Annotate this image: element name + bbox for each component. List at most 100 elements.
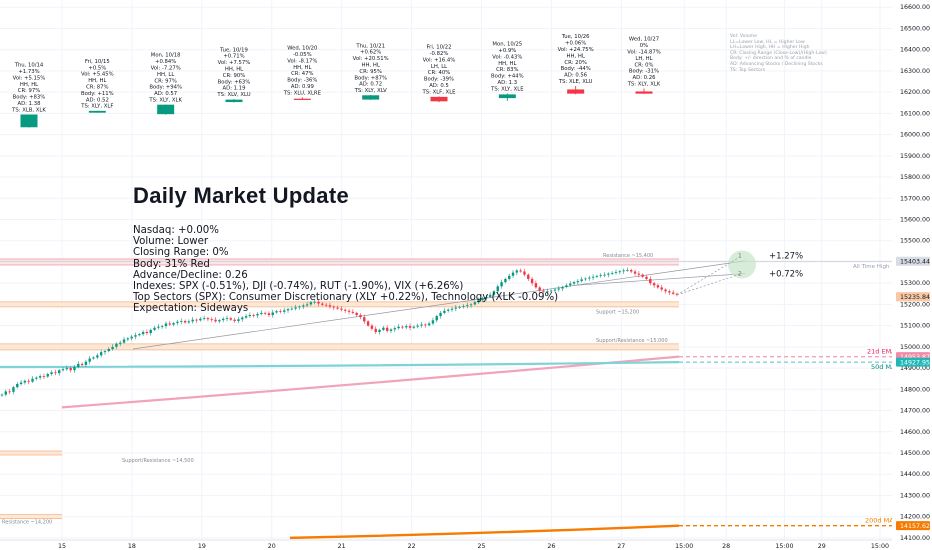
intraday-candle [549,290,553,292]
price-tick-label: 16500.00 [900,25,930,32]
intraday-candle [405,326,408,328]
intraday-candle [496,286,499,292]
intraday-candle [393,328,396,330]
daily-stat-line: HH, HL [225,66,243,72]
intraday-candle [565,285,568,287]
intraday-candle [153,327,156,330]
price-tick-label: 15800.00 [900,174,930,181]
intraday-candle [610,272,614,274]
price-tick-label: 14700.00 [900,408,930,415]
daily-candle-body [567,89,585,94]
intraday-candle [580,279,583,282]
price-tick-label: 15700.00 [900,195,930,202]
intraday-candle [370,325,374,329]
projection-line [676,273,743,296]
intraday-candle [218,320,221,322]
time-tick-label: 22 [408,543,416,550]
intraday-candle [534,283,538,288]
intraday-candle [42,376,46,377]
price-tick-label: 16600.00 [900,4,930,11]
intraday-candles [0,267,679,397]
intraday-candle [92,357,95,359]
intraday-candle [344,309,347,311]
intraday-candle [263,312,267,314]
daily-stat-line: Tue, 10/19 [219,47,248,53]
intraday-candle [671,292,675,294]
intraday-candle [622,270,625,272]
intraday-candle [35,377,38,379]
intraday-candle [355,312,358,316]
daily-candle-body [635,91,653,94]
projection-label: +1.27% [769,252,803,262]
intraday-candle [351,311,355,313]
daily-stat-line: Vol: +16.4% [423,57,456,63]
daily-stat-line: AD: 0.99 [291,84,314,90]
intraday-candle [591,276,595,278]
time-tick-label: 28 [722,543,730,550]
intraday-candle [412,326,416,328]
daily-candle-body [362,95,380,100]
intraday-candle [275,311,278,313]
intraday-candle [50,372,53,375]
intraday-candle [46,374,49,377]
daily-stat-line: AD: 0.5 [429,83,449,89]
intraday-candle [401,326,404,328]
intraday-candle [96,355,99,358]
daily-stat-line: TS: XLY, XLF [80,104,113,110]
intraday-candle [324,304,328,306]
intraday-candle [446,309,450,311]
intraday-candle [187,321,191,323]
price-axis[interactable]: 14100.00 14200.00 14300.00 14400.00 14500.00… [892,0,932,550]
daily-stat-line: AD: 0.57 [154,91,177,97]
intraday-candle [427,323,431,326]
daily-stat-line: AD: 1.3 [498,80,518,86]
daily-stat-line: AD: 1.38 [18,101,42,107]
intraday-candle [199,318,202,321]
daily-stat-line: Body: +94% [149,85,182,91]
daily-stat-line: Body: -44% [561,66,591,72]
daily-stat-line: HH, HL [20,82,38,88]
ema21-label: 21d EMA [867,348,896,356]
daily-stat-line: Vol: +5.45% [81,72,114,78]
intraday-candle [336,307,339,309]
intraday-candle [485,296,488,299]
intraday-candle [65,368,69,370]
daily-candle-body [498,94,516,99]
intraday-candle [225,318,229,319]
intraday-candle [435,316,438,321]
intraday-candle [553,289,557,291]
intraday-candle [477,300,480,303]
intraday-candle [134,335,137,337]
intraday-candle [256,313,259,316]
intraday-candle [252,315,255,316]
intraday-candle [450,308,454,310]
daily-stat-line: CR: 87% [86,85,108,91]
intraday-candle [374,328,377,332]
projection-circle [728,250,756,279]
time-axis[interactable]: 15 18 19 20 21 22 25 26 27 15:00 28 15:00 29 15:00 [0,539,892,550]
intraday-candle [99,352,103,356]
intraday-candle [210,319,213,321]
intraday-candle [542,290,545,292]
summary-line: Top Sectors (SPX): Consumer Discretionar… [133,292,559,304]
projection-number: 1 [738,253,742,260]
daily-stat-line: Body: +11% [81,91,114,97]
intraday-candle [572,282,576,284]
daily-stat-line: AD: 0.72 [359,82,382,88]
time-tick-label: 18 [128,543,136,550]
daily-stat-line: +1.73% [18,69,39,75]
intraday-candle [420,324,423,326]
intraday-candle [641,274,644,277]
intraday-candle [614,272,618,273]
intraday-candle [630,270,633,272]
time-tick-label: 27 [617,543,625,550]
intraday-candle [237,319,240,321]
daily-stat-line: Mon, 10/25 [492,42,522,48]
level-zone [0,450,62,455]
price-tick-label: 16000.00 [900,132,930,139]
daily-stat-line: HH, HL [362,63,380,69]
level-label: Support ~15,200 [596,309,639,315]
daily-stat-line: CR: 0% [634,62,653,68]
daily-stat-line: AD: 0.52 [86,97,109,103]
